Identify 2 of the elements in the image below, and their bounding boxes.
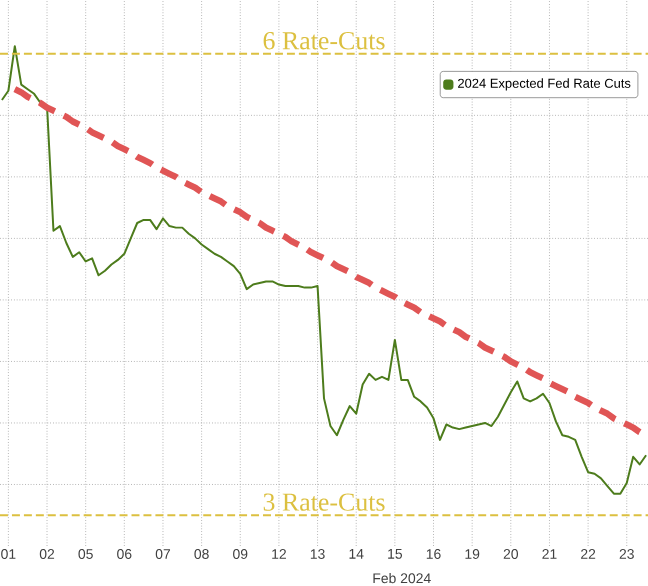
- ref-line-label: 6 Rate-Cuts: [263, 32, 385, 50]
- ref-line-label: 3 Rate-Cuts: [263, 493, 385, 511]
